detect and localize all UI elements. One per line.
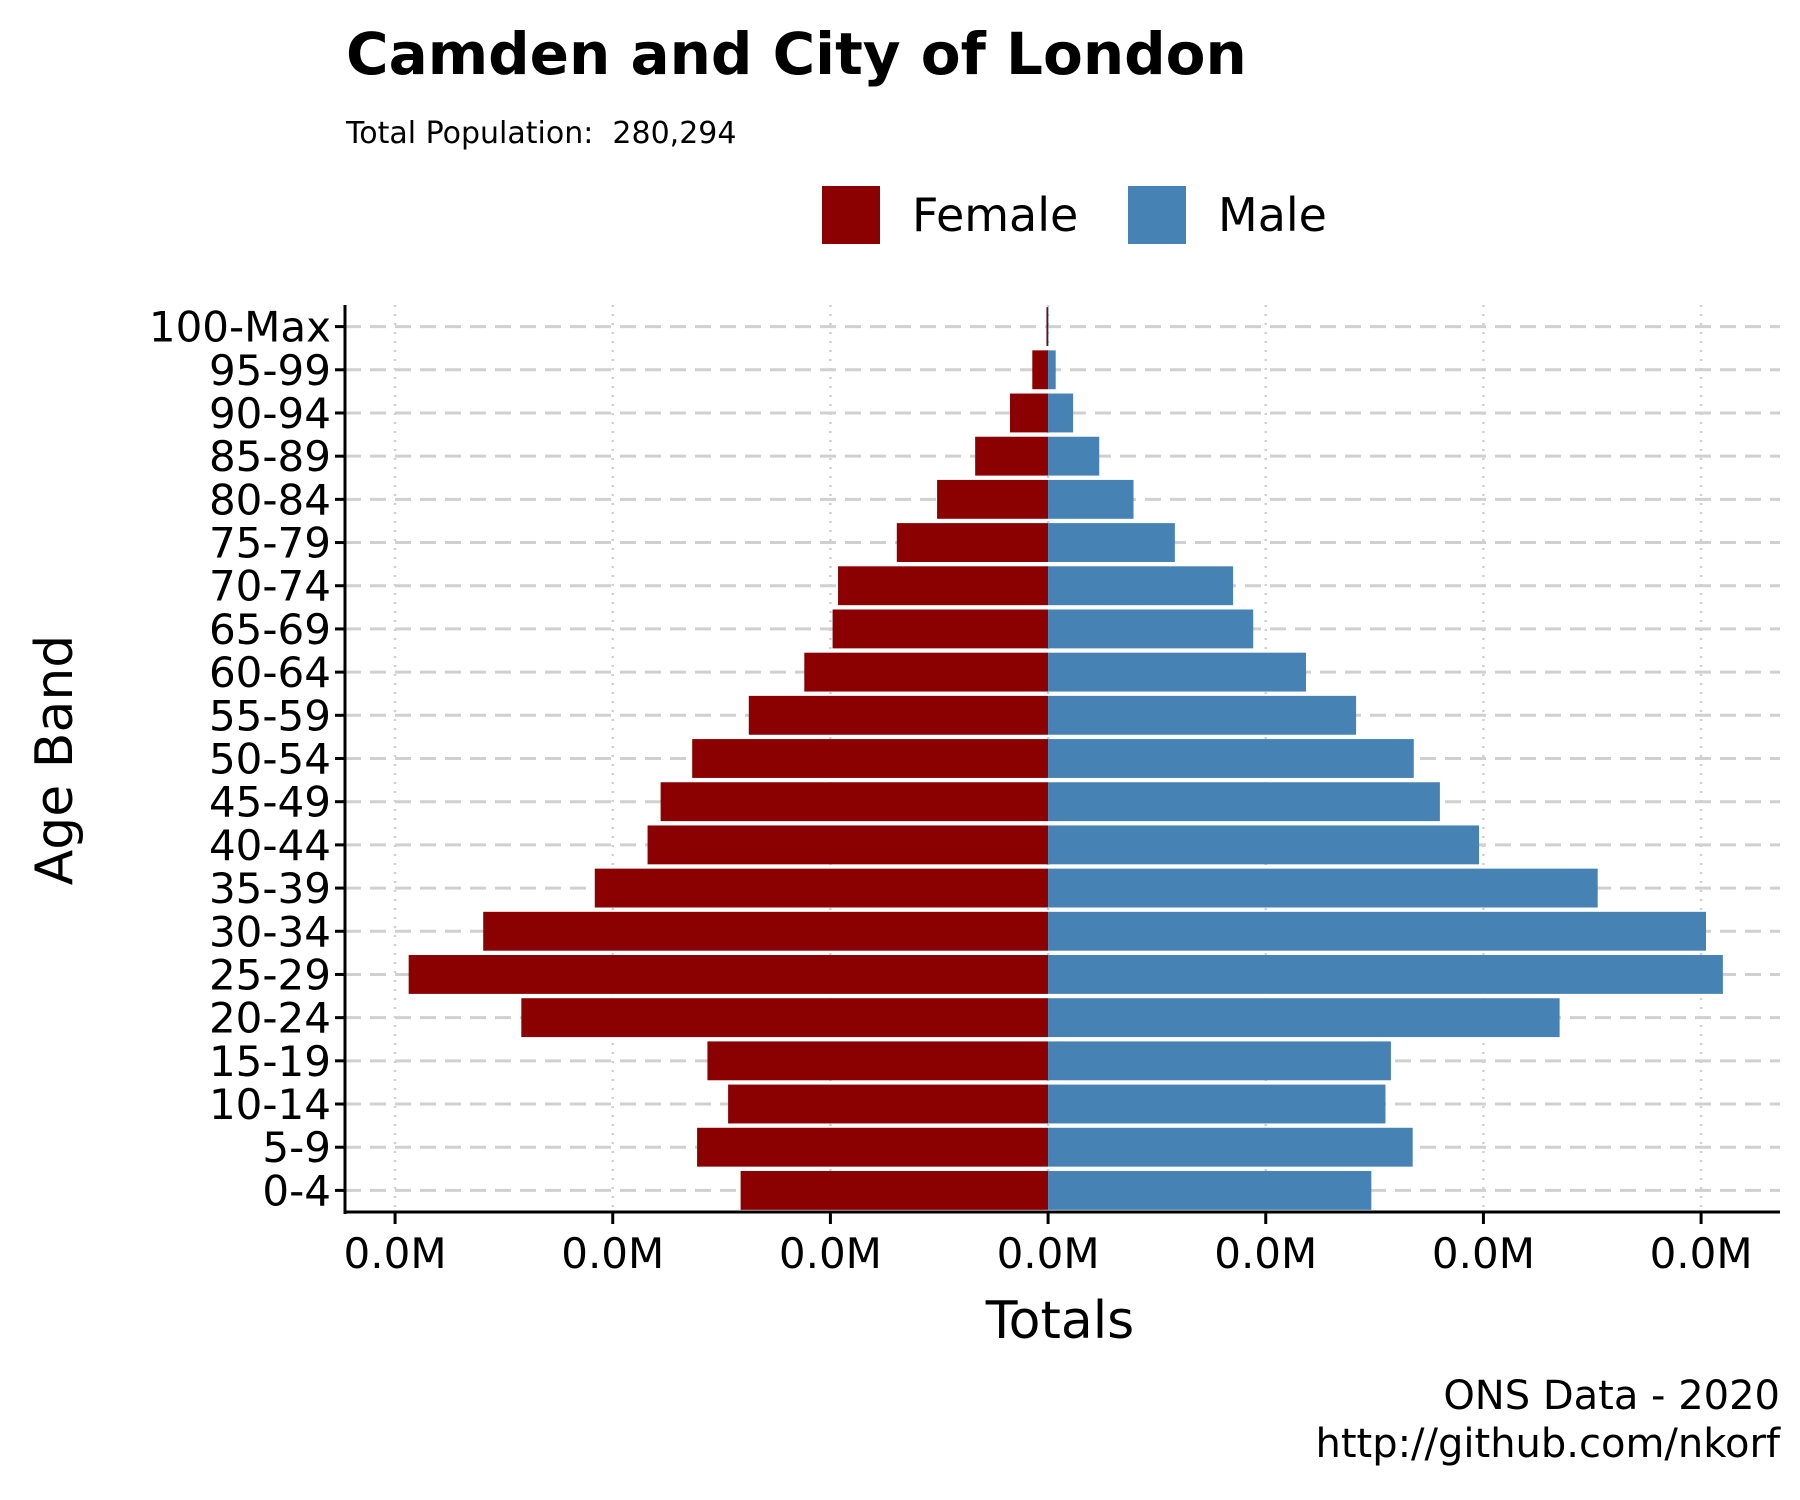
bar-female-10-14 [728, 1084, 1049, 1124]
legend: Female Male [822, 186, 1327, 244]
bar-female-90-94 [1009, 393, 1049, 433]
legend-swatch-female [822, 186, 880, 244]
bar-female-45-49 [660, 782, 1049, 822]
bar-male-95-99 [1048, 350, 1056, 390]
bar-male-50-54 [1048, 739, 1414, 778]
y-tick-label: 40-44 [209, 821, 331, 870]
y-tick-label: 0-4 [262, 1166, 331, 1215]
bar-female-80-84 [937, 479, 1049, 519]
bar-female-40-44 [647, 825, 1049, 865]
y-tick-label: 100-Max [149, 303, 331, 352]
y-tick-label: 95-99 [209, 346, 331, 395]
y-tick-label: 25-29 [209, 950, 331, 999]
bar-female-5-9 [697, 1127, 1049, 1167]
bar-male-100-Max [1048, 307, 1049, 347]
y-tick-label: 90-94 [209, 389, 331, 438]
y-tick-label: 80-84 [209, 475, 331, 524]
y-tick-label: 30-34 [209, 907, 331, 956]
x-tick-label: 0.0M [1214, 1229, 1317, 1278]
bar-male-40-44 [1048, 825, 1480, 865]
bar-male-45-49 [1048, 782, 1440, 822]
legend-label-female: Female [912, 188, 1078, 242]
bar-male-90-94 [1048, 393, 1074, 433]
y-tick-label: 65-69 [209, 605, 331, 654]
tick-labels: 0-45-910-1415-1920-2425-2930-3435-3940-4… [149, 303, 1753, 1278]
bar-male-35-39 [1048, 868, 1598, 908]
bar-male-20-24 [1048, 998, 1560, 1038]
bar-male-25-29 [1048, 955, 1723, 994]
bar-male-0-4 [1048, 1170, 1372, 1210]
bar-female-25-29 [408, 955, 1049, 994]
bars [408, 307, 1723, 1210]
bar-female-15-19 [707, 1041, 1049, 1081]
caption-url: http://github.com/nkorf [1315, 1421, 1780, 1467]
bar-male-80-84 [1048, 479, 1134, 519]
bar-female-50-54 [692, 739, 1049, 778]
y-axis-title: Age Band [25, 635, 85, 886]
y-tick-label: 75-79 [209, 519, 331, 568]
bar-male-85-89 [1048, 436, 1100, 476]
x-axis-title: Totals [985, 1291, 1135, 1351]
y-tick-label: 5-9 [262, 1123, 331, 1172]
y-tick-label: 50-54 [209, 735, 331, 784]
x-tick-label: 0.0M [1432, 1229, 1535, 1278]
chart-title: Camden and City of London [346, 20, 1247, 88]
bar-female-60-64 [804, 652, 1049, 692]
y-tick-label: 15-19 [209, 1037, 331, 1086]
total-population-label: Total Population: [346, 116, 594, 151]
y-tick-label: 10-14 [209, 1080, 331, 1129]
legend-label-male: Male [1218, 188, 1327, 242]
bar-male-70-74 [1048, 566, 1234, 606]
bar-female-75-79 [896, 523, 1049, 562]
bar-female-65-69 [832, 609, 1049, 649]
x-tick-label: 0.0M [779, 1229, 882, 1278]
bar-female-0-4 [740, 1170, 1049, 1210]
chart-caption: ONS Data - 2020 http://github.com/nkorf [1315, 1372, 1780, 1468]
x-tick-label: 0.0M [344, 1229, 447, 1278]
chart-subtitle: Total Population: 280,294 [346, 116, 736, 151]
bar-female-95-99 [1032, 350, 1049, 390]
x-tick-label: 0.0M [1650, 1229, 1753, 1278]
bar-female-85-89 [975, 436, 1049, 476]
bar-female-55-59 [748, 695, 1049, 735]
bar-male-10-14 [1048, 1084, 1386, 1124]
caption-source: ONS Data - 2020 [1443, 1373, 1780, 1419]
y-tick-label: 20-24 [209, 994, 331, 1043]
y-tick-label: 85-89 [209, 432, 331, 481]
bar-male-65-69 [1048, 609, 1254, 649]
y-tick-label: 35-39 [209, 864, 331, 913]
bar-male-5-9 [1048, 1127, 1413, 1167]
bar-female-30-34 [483, 911, 1049, 951]
bar-female-70-74 [838, 566, 1049, 606]
bar-female-100-Max [1046, 307, 1049, 347]
bar-male-15-19 [1048, 1041, 1391, 1081]
y-tick-label: 60-64 [209, 648, 331, 697]
legend-swatch-male [1128, 186, 1186, 244]
y-tick-label: 55-59 [209, 691, 331, 740]
x-tick-label: 0.0M [561, 1229, 664, 1278]
bar-female-20-24 [521, 998, 1049, 1038]
bar-male-55-59 [1048, 695, 1357, 735]
axes [335, 305, 1780, 1224]
bar-male-60-64 [1048, 652, 1307, 692]
x-tick-label: 0.0M [997, 1229, 1100, 1278]
bar-female-35-39 [594, 868, 1049, 908]
y-tick-label: 70-74 [209, 562, 331, 611]
bar-male-30-34 [1048, 911, 1706, 951]
bar-male-75-79 [1048, 523, 1175, 562]
y-tick-label: 45-49 [209, 778, 331, 827]
total-population-value: 280,294 [612, 116, 737, 151]
